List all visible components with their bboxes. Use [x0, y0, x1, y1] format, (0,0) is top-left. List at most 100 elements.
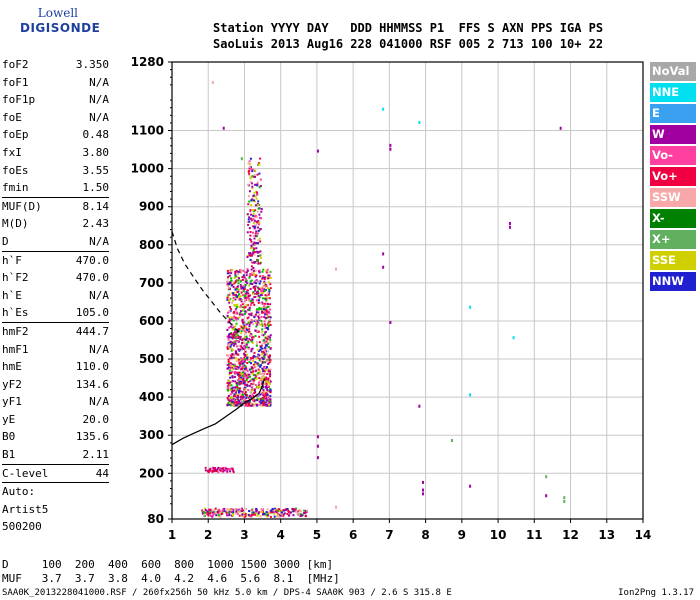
echo-point: [252, 231, 255, 234]
es-echo-point: [209, 514, 212, 517]
echo-point: [247, 402, 250, 405]
es-echo-point: [266, 508, 269, 511]
echo-point: [252, 175, 255, 178]
echo-point: [236, 394, 239, 397]
echo-point: [228, 292, 231, 295]
echo-point: [231, 348, 234, 351]
echo-point: [249, 280, 252, 283]
echo-point: [267, 395, 270, 398]
echo-point: [227, 394, 230, 397]
echo-point: [234, 371, 237, 374]
echo-point: [245, 280, 248, 283]
echo-point: [248, 368, 251, 371]
echo-point: [255, 292, 258, 295]
param-key: fmin: [2, 181, 29, 195]
echo-point: [247, 218, 250, 221]
echo-point: [250, 366, 253, 369]
echo-point: [263, 302, 266, 305]
echo-point: [241, 303, 244, 306]
echo-point: [230, 272, 233, 275]
echo-point: [257, 200, 260, 203]
echo-point: [265, 311, 268, 314]
param-key: C-level: [2, 466, 49, 480]
echo-point: [243, 321, 246, 324]
echo-point: [245, 323, 248, 326]
echo-point: [246, 213, 249, 216]
echo-point: [241, 313, 244, 316]
echo-point: [229, 309, 232, 312]
x-tick-label: 7: [385, 528, 393, 542]
echo-point: [243, 285, 246, 288]
param-value: 135.6: [75, 430, 109, 444]
echo-point: [260, 256, 263, 259]
echo-point: [250, 397, 253, 400]
echo-point: [227, 354, 230, 357]
echo-point: [260, 372, 263, 375]
echo-point: [256, 173, 259, 176]
es-echo-point: [216, 467, 219, 470]
echo-point: [226, 277, 229, 280]
echo-point: [250, 382, 253, 385]
echo-point: [262, 274, 265, 277]
echo-point: [261, 343, 264, 346]
echo-point: [253, 392, 256, 395]
station-header: Station YYYY DAY DDD HHMMSS P1 FFS S AXN…: [213, 20, 603, 52]
es-echo-point: [208, 508, 211, 511]
echo-point: [263, 285, 266, 288]
echo-point: [231, 366, 234, 369]
echo-point: [252, 322, 255, 325]
echo-point: [256, 232, 259, 235]
echo-point: [264, 335, 267, 338]
echo-point: [267, 367, 270, 370]
echo-point: [251, 175, 254, 178]
echo-point: [243, 325, 246, 328]
echo-point: [256, 399, 259, 402]
echo-point: [261, 370, 264, 373]
echo-point: [248, 166, 251, 169]
param-value: N/A: [89, 93, 109, 107]
echo-point: [245, 311, 248, 314]
echo-point: [264, 350, 267, 353]
echo-point: [263, 282, 266, 285]
es-echo-point: [242, 515, 245, 518]
echo-point: [252, 382, 255, 385]
echo-point: [257, 368, 260, 371]
echo-point: [238, 293, 241, 296]
echo-point: [226, 335, 229, 338]
echo-point: [246, 370, 249, 373]
echo-point: [247, 376, 250, 379]
echo-point: [258, 400, 261, 403]
echo-point: [238, 387, 241, 390]
es-echo-point: [261, 510, 264, 513]
echo-point: [267, 389, 270, 392]
echo-point: [259, 393, 262, 396]
echo-point: [252, 292, 255, 295]
echo-point: [267, 335, 270, 338]
es-echo-point: [211, 509, 214, 512]
echo-point: [262, 350, 265, 353]
param-fof1: foF1 N/A: [2, 74, 109, 92]
y-tick-label: 1280: [131, 55, 164, 69]
echo-point: [249, 247, 252, 250]
echo-point: [230, 284, 233, 287]
echo-point: [244, 306, 247, 309]
echo-point: [255, 357, 258, 360]
echo-point: [244, 388, 247, 391]
echo-point: [255, 190, 258, 193]
x-tick-label: 14: [635, 528, 652, 542]
param-key: yF1: [2, 395, 22, 409]
echo-point: [251, 338, 254, 341]
echo-point: [247, 341, 250, 344]
echo-point: [258, 307, 261, 310]
param-clevel: C-level 44: [2, 465, 109, 483]
es-echo-point: [240, 509, 243, 512]
echo-point: [242, 287, 245, 290]
echo-point: [261, 401, 264, 404]
echo-point: [249, 321, 252, 324]
echo-point: [255, 280, 258, 283]
echo-point: [254, 204, 257, 207]
data-point: [563, 496, 566, 500]
echo-point: [243, 306, 246, 309]
param-yf1: yF1 N/A: [2, 393, 109, 411]
echo-point: [234, 330, 237, 333]
